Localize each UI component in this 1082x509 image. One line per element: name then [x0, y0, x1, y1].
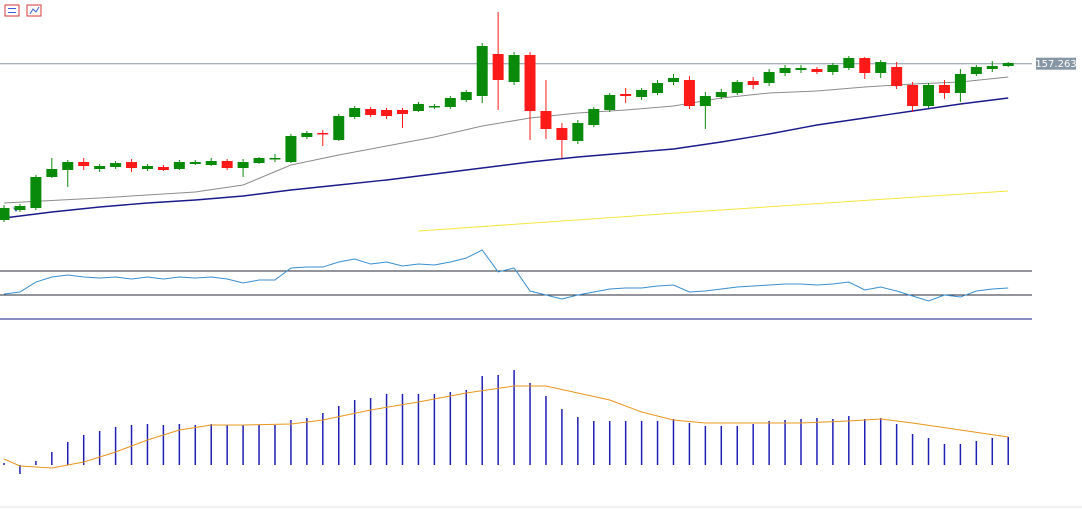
icon-chart[interactable] — [26, 4, 42, 17]
candle-body — [397, 110, 408, 114]
candle-body — [285, 136, 297, 162]
candle-body — [412, 104, 424, 111]
candle-body — [173, 162, 185, 169]
candle-body — [763, 72, 775, 83]
candle-body — [588, 109, 600, 125]
candle-body — [620, 94, 632, 96]
candle-body — [843, 58, 855, 68]
candle-body — [301, 133, 313, 137]
candle-body — [683, 80, 695, 106]
candle-body — [237, 162, 249, 168]
candle-body — [667, 78, 679, 82]
candle-body — [253, 158, 265, 163]
candle-body — [428, 106, 440, 108]
candle-body — [923, 85, 935, 106]
candle-body — [954, 74, 966, 93]
toolbar-icons — [4, 4, 42, 17]
candle-body — [476, 46, 488, 96]
candle-body — [0, 208, 10, 220]
candle-body — [94, 166, 106, 169]
candle-body — [62, 162, 74, 170]
price-label-box — [1036, 57, 1076, 70]
candle-body — [126, 162, 138, 168]
candle-body — [444, 98, 456, 107]
candle-body — [859, 58, 871, 73]
candle-body — [986, 66, 998, 69]
candle-body — [572, 123, 584, 141]
candle-body — [699, 96, 711, 106]
candle-body — [78, 162, 90, 166]
candle-body — [907, 85, 919, 106]
candle-body — [221, 161, 233, 168]
candle-body — [381, 110, 393, 116]
candle-body — [14, 206, 26, 210]
candle-body — [365, 109, 377, 115]
moving-average — [3, 97, 1009, 219]
candle-body — [556, 128, 568, 140]
candle-body — [827, 65, 839, 72]
candle-body — [652, 83, 664, 93]
candle-body — [492, 54, 504, 80]
candle-body — [811, 69, 823, 72]
candle-body — [46, 169, 58, 177]
candle-body — [349, 108, 361, 117]
moving-average — [3, 76, 1009, 204]
candle-body — [157, 167, 169, 170]
signal-line — [3, 385, 1009, 469]
candle-body — [747, 81, 759, 85]
candle-body — [875, 62, 887, 73]
candle-body — [460, 92, 472, 100]
oscillator-line — [3, 249, 1009, 302]
candle-body — [333, 116, 345, 140]
candle-body — [205, 161, 217, 165]
candle-body — [524, 55, 536, 111]
candle-body — [970, 67, 982, 74]
candle-body — [779, 68, 791, 73]
price-label: 157.263 — [1035, 59, 1076, 70]
candle-body — [715, 92, 727, 97]
candle-body — [269, 158, 281, 160]
icon-line — [29, 6, 40, 15]
candle-body — [317, 133, 329, 135]
candle-body — [1002, 63, 1014, 66]
candle-body — [540, 111, 552, 129]
candle-body — [110, 163, 122, 167]
buy-arrow — [12, 206, 20, 212]
candle-body — [891, 67, 903, 86]
candle-body — [141, 166, 153, 169]
candle-body — [30, 177, 42, 208]
candle-body — [938, 85, 950, 93]
candle-body — [604, 95, 616, 110]
moving-average — [418, 190, 1009, 232]
candle-body — [731, 82, 743, 93]
icon-list[interactable] — [4, 4, 20, 17]
candle-body — [189, 162, 201, 164]
candle-body — [508, 55, 520, 82]
candle-body — [636, 90, 648, 97]
candle-body — [795, 68, 807, 70]
